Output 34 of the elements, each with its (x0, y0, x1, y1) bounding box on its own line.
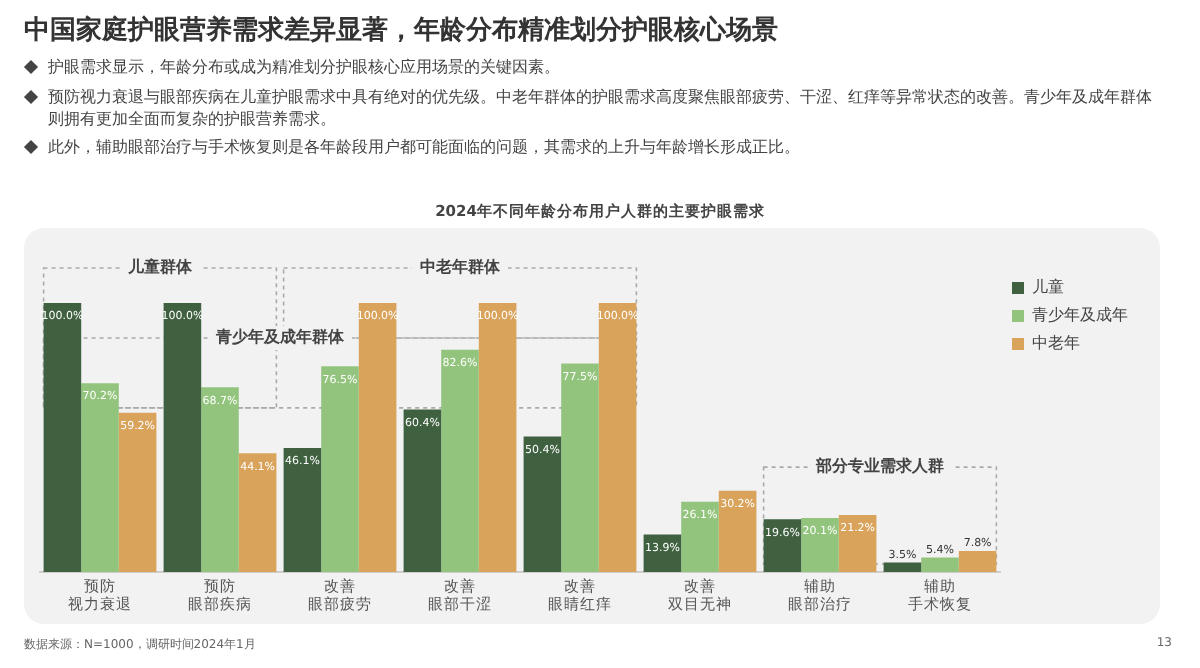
bar (763, 519, 802, 572)
bar (681, 501, 719, 572)
text: 护眼需求显示，年龄分布或成为精准划分护眼核心应用场景的关键因素。 (48, 56, 562, 78)
bar (523, 436, 562, 572)
text: 此外，辅助眼部治疗与手术恢复则是各年龄段用户都可能面临的问题，其需求的上升与年龄增长形成正比。 (48, 136, 802, 158)
bar (958, 551, 997, 572)
bar (118, 412, 157, 572)
bar (883, 562, 922, 572)
bar (321, 366, 359, 572)
legend-label: 中老年 (1032, 334, 1080, 353)
bar (801, 517, 839, 572)
bar (598, 302, 637, 572)
legend-label: 青少年及成年 (1032, 306, 1128, 325)
bar (403, 409, 442, 572)
legend-label: 儿童 (1032, 278, 1064, 297)
bar (718, 490, 757, 572)
annotation: 部分专业需求人群 (814, 457, 944, 476)
chart-title: 中国家庭护眼营养需求差异显著，年龄分布精准划分护眼核心场景 (24, 13, 778, 48)
bar (441, 349, 479, 572)
annotation: 青少年及成年群体 (214, 328, 346, 347)
text: 预防视力衰退与眼部疾病在儿童护眼需求中具有绝对的优先级。中老年群体的护眼需求高度聚焦眼部疲劳、干涩、红痒等异常状态的改善。青少年及成年群体则拥有更加全面而复杂的护眼营养需求。 (48, 86, 1154, 130)
bar (478, 302, 517, 572)
bar (238, 453, 277, 572)
text: 儿童群体 (126, 256, 194, 277)
bar (201, 387, 239, 572)
bar (283, 447, 322, 572)
bar (561, 363, 599, 572)
bar (838, 514, 877, 572)
text: 中老年群体 (420, 258, 502, 277)
bar (81, 383, 119, 572)
bar (921, 557, 959, 572)
bar (163, 302, 202, 572)
bar (358, 302, 397, 572)
bar (43, 302, 82, 572)
